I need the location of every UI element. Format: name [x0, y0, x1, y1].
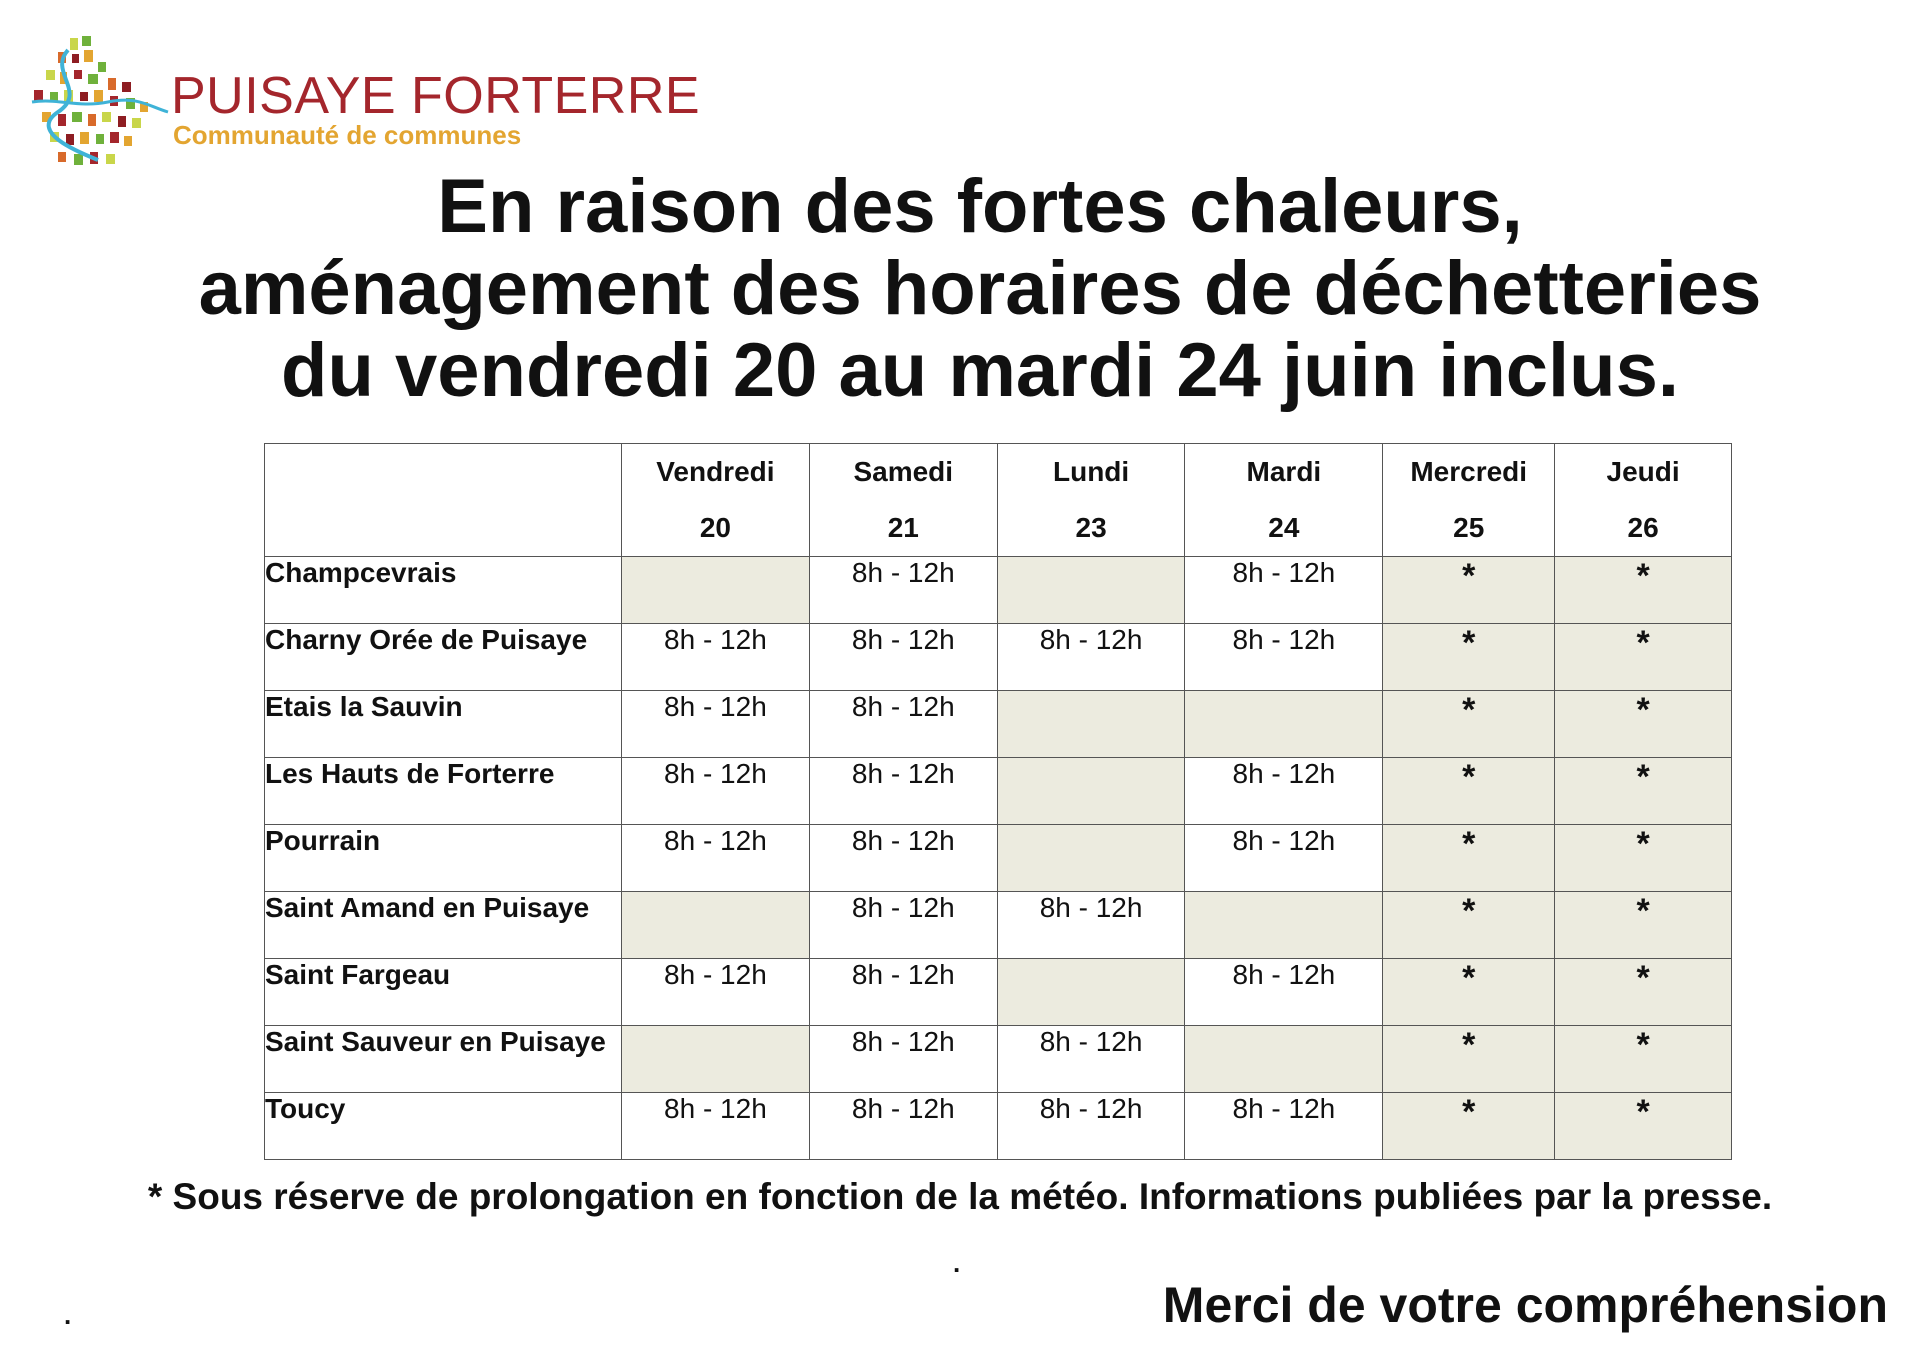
table-row: Champcevrais 8h - 12h 8h - 12h * * [264, 556, 1732, 624]
pending-asterisk-cell: * [1382, 757, 1556, 825]
logo-subtitle: Communauté de communes [173, 120, 522, 150]
stray-dot-center: . [953, 1248, 961, 1278]
site-name: Toucy [264, 1092, 622, 1160]
hours-cell: 8h - 12h [808, 757, 998, 825]
pending-asterisk-cell: * [1382, 1092, 1556, 1160]
hours-cell: 8h - 12h [808, 690, 998, 758]
site-name: Saint Sauveur en Puisaye [264, 1025, 622, 1093]
site-name: Champcevrais [264, 556, 622, 624]
column-header: Mardi 24 [1184, 443, 1384, 557]
closed-cell [620, 891, 810, 959]
table-row: Pourrain 8h - 12h 8h - 12h 8h - 12h * * [264, 824, 1732, 892]
column-header: Samedi 21 [808, 443, 998, 557]
pending-asterisk-cell: * [1382, 1025, 1556, 1093]
pending-asterisk-cell: * [1554, 958, 1732, 1026]
hours-cell: 8h - 12h [1184, 824, 1384, 892]
hours-cell: 8h - 12h [808, 958, 998, 1026]
hours-cell: 8h - 12h [808, 891, 998, 959]
hours-cell: 8h - 12h [808, 556, 998, 624]
stray-dot-left: . [64, 1300, 72, 1330]
column-header: Vendredi 20 [620, 443, 810, 557]
column-header: Jeudi 26 [1554, 443, 1732, 557]
pending-asterisk-cell: * [1554, 891, 1732, 959]
pending-asterisk-cell: * [1554, 1025, 1732, 1093]
site-name: Saint Amand en Puisaye [264, 891, 622, 959]
column-header: Mercredi 25 [1382, 443, 1556, 557]
hours-cell: 8h - 12h [1184, 958, 1384, 1026]
site-name: Pourrain [264, 824, 622, 892]
closed-cell [1184, 891, 1384, 959]
hours-cell: 8h - 12h [808, 1092, 998, 1160]
pending-asterisk-cell: * [1554, 824, 1732, 892]
closed-cell [1184, 690, 1384, 758]
table-row: Charny Orée de Puisaye 8h - 12h 8h - 12h 8h… [264, 623, 1732, 691]
table-row: Saint Sauveur en Puisaye 8h - 12h 8h - 12h… [264, 1025, 1732, 1093]
closed-cell [996, 958, 1186, 1026]
hours-cell: 8h - 12h [620, 623, 810, 691]
pending-asterisk-cell: * [1554, 623, 1732, 691]
schedule-table: Vendredi 20 Samedi 21 Lundi 23 Mardi 24 Merc… [264, 443, 1732, 1160]
pending-asterisk-cell: * [1554, 690, 1732, 758]
logo: PUISAYE FORTERRE Communauté de communes [28, 32, 700, 172]
hours-cell: 8h - 12h [1184, 757, 1384, 825]
pending-asterisk-cell: * [1382, 824, 1556, 892]
hours-cell: 8h - 12h [1184, 556, 1384, 624]
closed-cell [996, 757, 1186, 825]
table-header-row: Vendredi 20 Samedi 21 Lundi 23 Mardi 24 Merc… [264, 443, 1732, 557]
pending-asterisk-cell: * [1382, 623, 1556, 691]
hours-cell: 8h - 12h [996, 1025, 1186, 1093]
title-line-1: En raison des fortes chaleurs, [437, 164, 1523, 249]
hours-cell: 8h - 12h [808, 1025, 998, 1093]
closed-cell [996, 690, 1186, 758]
hours-cell: 8h - 12h [996, 1092, 1186, 1160]
title-line-2: aménagement des horaires de déchetteries [198, 246, 1762, 331]
pending-asterisk-cell: * [1382, 891, 1556, 959]
header-corner [264, 443, 622, 557]
logo-name: PUISAYE FORTERRE [171, 67, 701, 125]
page-title: En raison des fortes chaleurs, aménageme… [60, 166, 1900, 412]
closed-cell [620, 1025, 810, 1093]
pending-asterisk-cell: * [1554, 556, 1732, 624]
pending-asterisk-cell: * [1382, 690, 1556, 758]
table-row: Saint Fargeau 8h - 12h 8h - 12h 8h - 12h * * [264, 958, 1732, 1026]
hours-cell: 8h - 12h [620, 958, 810, 1026]
hours-cell: 8h - 12h [620, 757, 810, 825]
table-row: Les Hauts de Forterre 8h - 12h 8h - 12h 8h … [264, 757, 1732, 825]
hours-cell: 8h - 12h [1184, 623, 1384, 691]
pending-asterisk-cell: * [1382, 958, 1556, 1026]
closed-cell [996, 824, 1186, 892]
closed-cell [1184, 1025, 1384, 1093]
site-name: Charny Orée de Puisaye [264, 623, 622, 691]
closed-cell [620, 556, 810, 624]
table-row: Saint Amand en Puisaye 8h - 12h 8h - 12h * * [264, 891, 1732, 959]
title-line-3: du vendredi 20 au mardi 24 juin inclus. [281, 328, 1679, 413]
hours-cell: 8h - 12h [620, 824, 810, 892]
pending-asterisk-cell: * [1382, 556, 1556, 624]
hours-cell: 8h - 12h [996, 623, 1186, 691]
table-row: Etais la Sauvin 8h - 12h 8h - 12h * * [264, 690, 1732, 758]
pending-asterisk-cell: * [1554, 757, 1732, 825]
table-row: Toucy 8h - 12h 8h - 12h 8h - 12h 8h - 12h * * [264, 1092, 1732, 1160]
thanks-message: Merci de votre compréhension [1162, 1277, 1888, 1333]
hours-cell: 8h - 12h [808, 623, 998, 691]
pending-asterisk-cell: * [1554, 1092, 1732, 1160]
logo-mosaic-icon [31, 36, 169, 165]
footnote: * Sous réserve de prolongation en foncti… [147, 1176, 1773, 1217]
hours-cell: 8h - 12h [620, 690, 810, 758]
closed-cell [996, 556, 1186, 624]
column-header: Lundi 23 [996, 443, 1186, 557]
hours-cell: 8h - 12h [620, 1092, 810, 1160]
site-name: Les Hauts de Forterre [264, 757, 622, 825]
site-name: Saint Fargeau [264, 958, 622, 1026]
site-name: Etais la Sauvin [264, 690, 622, 758]
hours-cell: 8h - 12h [1184, 1092, 1384, 1160]
hours-cell: 8h - 12h [996, 891, 1186, 959]
hours-cell: 8h - 12h [808, 824, 998, 892]
